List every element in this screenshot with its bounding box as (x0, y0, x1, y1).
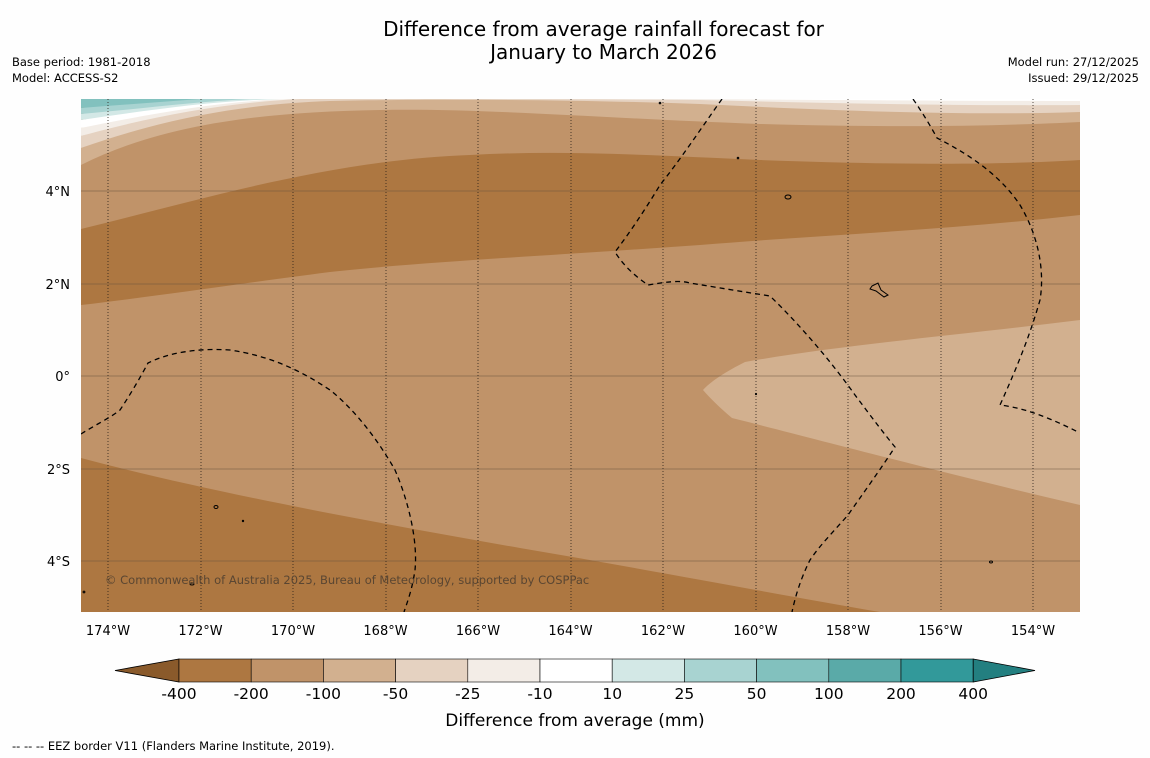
colorbar-tick-label: -100 (306, 685, 341, 703)
lon-label: 164°W (548, 624, 592, 639)
chart-title-line1: Difference from average rainfall forecas… (383, 17, 824, 41)
colorbar-segment (539, 658, 613, 683)
colorbar-labels: -400 -200 -100 -50 -25 -10 10 25 50 100 200 400 (161, 685, 988, 703)
issued-date: Issued: 29/12/2025 (1028, 71, 1139, 85)
rainfall-fill (81, 99, 1080, 612)
colorbar-tick-label: -400 (161, 685, 196, 703)
colorbar-segment (395, 658, 469, 683)
colorbar-segment (323, 658, 396, 683)
lon-label: 166°W (456, 624, 500, 639)
colorbar-extension-low (114, 658, 180, 683)
lat-label: 4°S (47, 555, 70, 570)
lon-label: 162°W (641, 624, 685, 639)
colorbar-segment (828, 658, 902, 683)
colorbar (114, 658, 1036, 683)
lon-label: 156°W (918, 624, 962, 639)
lat-label: 2°S (47, 463, 70, 478)
colorbar-tick-label: 100 (814, 685, 844, 703)
colorbar-tick-label: -10 (527, 685, 552, 703)
band-plus-50-north (81, 99, 250, 114)
model-run: Model run: 27/12/2025 (1007, 55, 1139, 69)
lat-label: 0° (55, 370, 70, 385)
colorbar-tick-label: 25 (675, 685, 695, 703)
colorbar-extension-high (972, 658, 1036, 683)
eez-borders (81, 99, 1079, 612)
copyright-notice: © Commonwealth of Australia 2025, Bureau… (105, 573, 590, 587)
lon-label: 172°W (178, 624, 222, 639)
lon-label: 168°W (363, 624, 407, 639)
band-minus-50-east (703, 320, 1080, 505)
graticule (81, 190, 1080, 562)
colorbar-tick-label: -25 (455, 685, 480, 703)
colorbar-title: Difference from average (mm) (445, 711, 704, 731)
islands (82, 101, 993, 594)
band-minus-200-south (81, 458, 880, 612)
colorbar-segment (178, 658, 252, 683)
lon-label: 174°W (86, 624, 130, 639)
band-plus-100-north (81, 99, 200, 108)
meta-right: Model run: 27/12/2025 Issued: 29/12/2025 (1008, 54, 1139, 86)
lat-label: 4°N (46, 185, 71, 200)
colorbar-segment (611, 658, 685, 683)
band-minus-50-north (81, 99, 1080, 165)
lon-label: 160°W (733, 624, 777, 639)
lat-label: 2°N (46, 278, 71, 293)
colorbar-tick-label: 50 (747, 685, 767, 703)
longitude-labels: 174°W 172°W 170°W 168°W 166°W 164°W 162°W 160°W… (86, 624, 1055, 639)
colorbar-segment (756, 658, 830, 683)
colorbar-tick-label: 400 (958, 685, 988, 703)
colorbar-segment (467, 658, 541, 683)
eez-border-west (81, 348, 417, 612)
colorbar-tick-label: -200 (234, 685, 269, 703)
base-period: Base period: 1981-2018 (12, 55, 151, 69)
lon-label: 158°W (826, 624, 870, 639)
model-name: Model: ACCESS-S2 (12, 71, 119, 85)
lon-label: 154°W (1011, 624, 1055, 639)
colorbar-tick-label: -50 (383, 685, 408, 703)
colorbar-tick-label: 200 (886, 685, 916, 703)
colorbar-segment (900, 658, 974, 683)
colorbar-segment (250, 658, 324, 683)
lon-label: 170°W (271, 624, 315, 639)
chart-title-line2: January to March 2026 (490, 40, 717, 64)
band-minus-10-north (81, 99, 1080, 136)
eez-border-east (912, 99, 1079, 433)
meta-left: Base period: 1981-2018 Model: ACCESS-S2 (12, 54, 151, 86)
footnote: -- -- -- EEZ border V11 (Flanders Marine… (12, 739, 335, 753)
colorbar-segment (684, 658, 757, 683)
colorbar-tick-label: 10 (602, 685, 622, 703)
chart-title: Difference from average rainfall forecas… (0, 18, 1150, 64)
latitude-labels: 4°N 2°N 0° 2°S 4°S (46, 185, 71, 570)
